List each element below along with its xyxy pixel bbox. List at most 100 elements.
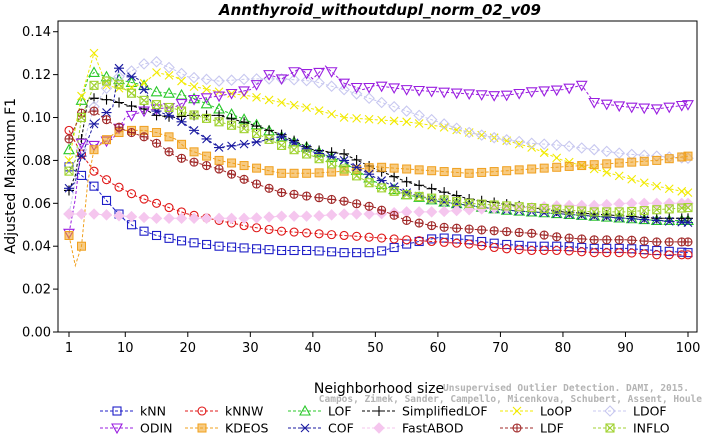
data-point-inflo: [439, 195, 449, 205]
series-line-kdeos: [68, 129, 689, 268]
data-point-ldf: [239, 174, 249, 184]
data-point-inflo: [477, 199, 487, 209]
data-point-ldf: [577, 234, 587, 244]
data-point-kdeos: [177, 139, 187, 149]
data-point-lof: [150, 85, 163, 97]
data-point-ldf: [176, 153, 187, 163]
data-point-loop: [552, 153, 562, 163]
data-point-inflo: [339, 164, 349, 174]
data-point-odin: [288, 67, 301, 78]
data-point-cof: [64, 183, 74, 193]
data-point-fastabod: [163, 212, 175, 225]
data-point-knn: [377, 246, 387, 256]
data-point-kdeos: [427, 166, 437, 176]
data-point-odin: [325, 67, 338, 78]
data-point-kdeos: [589, 160, 599, 170]
data-point-cof: [114, 63, 125, 73]
data-point-cof: [664, 216, 675, 226]
data-point-ldf: [552, 232, 562, 242]
data-point-ldof: [388, 101, 400, 113]
data-point-kdeos: [489, 167, 499, 177]
data-point-cof: [683, 218, 693, 228]
data-point-simplifiedlof: [101, 94, 112, 105]
data-point-fastabod: [125, 210, 138, 223]
data-point-odin: [425, 86, 438, 98]
data-point-fastabod: [275, 210, 288, 222]
data-point-knnw: [464, 239, 474, 249]
data-point-ldf: [314, 193, 324, 203]
legend-marker-loop: [512, 406, 522, 416]
legend-item-kdeos: KDEOS: [185, 421, 269, 434]
data-point-kdeos: [539, 163, 549, 173]
data-point-simplifiedlof: [339, 148, 350, 159]
data-point-odin: [625, 102, 638, 114]
data-point-cof: [351, 162, 362, 172]
data-point-loop: [77, 91, 86, 101]
data-point-fastabod: [513, 201, 525, 214]
data-point-knnw: [627, 248, 637, 258]
data-point-kdeos: [189, 147, 199, 157]
data-point-knnw: [577, 247, 587, 257]
data-point-knn: [602, 243, 612, 253]
data-point-lof: [125, 76, 138, 88]
data-point-knnw: [289, 227, 299, 237]
data-point-odin: [75, 138, 88, 150]
data-point-odin: [275, 74, 288, 86]
data-point-kdeos: [164, 132, 174, 142]
legend-item-cof: COF: [288, 421, 354, 434]
data-point-cof: [226, 141, 237, 151]
chart-title: Annthyroid_withoutdupl_norm_02_v09: [218, 1, 541, 19]
legend-marker-cof: [300, 423, 310, 433]
data-point-loop: [352, 113, 362, 123]
data-point-knnw: [639, 249, 649, 259]
data-point-cof: [251, 137, 262, 147]
data-point-loop: [152, 68, 161, 77]
data-point-knnw: [101, 175, 112, 185]
data-point-knn: [89, 181, 99, 191]
data-point-knn: [664, 246, 674, 256]
legend-label: KDEOS: [225, 421, 269, 434]
data-point-ldof: [250, 73, 263, 85]
data-point-knnw: [683, 250, 693, 260]
data-point-simplifiedlof: [64, 185, 74, 196]
data-point-inflo: [602, 207, 612, 217]
data-point-inflo: [589, 207, 599, 217]
x-tick-label: 60: [430, 341, 447, 356]
data-point-loop: [639, 178, 649, 188]
legend-item-inflo: INFLO: [593, 421, 670, 434]
data-point-knnw: [314, 229, 324, 239]
data-point-knnw: [126, 189, 137, 199]
series-line-ldof: [68, 61, 689, 215]
data-point-simplifiedlof: [264, 125, 275, 136]
data-point-ldf: [114, 122, 124, 132]
series-ldof: [63, 55, 694, 220]
data-point-kdeos: [527, 164, 537, 174]
data-point-cof: [364, 169, 375, 179]
data-point-loop: [377, 115, 387, 125]
data-point-lof: [163, 87, 175, 98]
legend-marker-ldf: [512, 423, 522, 433]
data-point-kdeos: [289, 168, 299, 178]
y-tick-label: 0.00: [22, 326, 51, 341]
data-point-inflo: [302, 149, 312, 159]
data-point-ldof: [500, 134, 513, 146]
data-point-kdeos: [627, 157, 637, 167]
data-point-kdeos: [683, 151, 693, 161]
data-point-ldf: [289, 189, 299, 199]
data-point-odin: [175, 99, 188, 110]
data-point-ldf: [452, 223, 462, 233]
data-point-kdeos: [239, 161, 249, 171]
data-point-odin: [300, 68, 313, 80]
legend-marker-fastabod: [373, 422, 385, 434]
data-point-knn: [577, 242, 587, 253]
data-point-odin: [575, 80, 588, 92]
data-point-knnw: [402, 235, 412, 245]
data-point-inflo: [327, 159, 337, 169]
legend-item-loop: LoOP: [500, 404, 572, 419]
data-point-odin: [238, 86, 251, 98]
legend-label: SimplifiedLOF: [402, 404, 488, 419]
data-point-inflo: [214, 117, 224, 127]
y-axis-title: Adjusted Maximum F1: [3, 98, 19, 254]
data-point-fastabod: [425, 206, 438, 218]
data-point-knn: [139, 226, 149, 236]
